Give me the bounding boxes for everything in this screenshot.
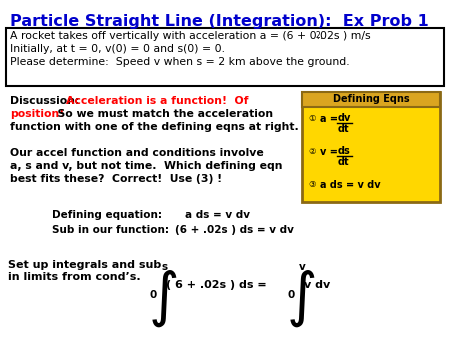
Text: a, s and v, but not time.  Which defining eqn: a, s and v, but not time. Which defining…	[10, 161, 283, 171]
Text: A rocket takes off vertically with acceleration a = (6 + 0.02s ) m/s: A rocket takes off vertically with accel…	[10, 31, 371, 41]
Text: .: .	[320, 31, 324, 41]
Text: function with one of the defining eqns at right.: function with one of the defining eqns a…	[10, 122, 299, 132]
Text: Defining Eqns: Defining Eqns	[333, 95, 410, 104]
FancyBboxPatch shape	[6, 28, 444, 86]
Text: Our accel function and conditions involve: Our accel function and conditions involv…	[10, 148, 264, 158]
Text: ③: ③	[308, 180, 315, 189]
Text: Acceleration is a function!  Of: Acceleration is a function! Of	[66, 96, 248, 106]
Text: $\int$: $\int$	[148, 268, 177, 329]
Text: Discussion:: Discussion:	[10, 96, 87, 106]
Text: a =: a =	[320, 114, 342, 124]
Text: s: s	[161, 262, 167, 272]
Text: 2: 2	[316, 31, 321, 40]
FancyBboxPatch shape	[302, 92, 440, 107]
Text: Particle Straight Line (Integration):  Ex Prob 1: Particle Straight Line (Integration): Ex…	[10, 14, 429, 29]
Text: dt: dt	[338, 124, 350, 134]
FancyBboxPatch shape	[302, 92, 440, 202]
Text: 0: 0	[287, 290, 294, 300]
Text: dt: dt	[338, 157, 350, 167]
Text: Set up integrals and sub
in limits from cond’s.: Set up integrals and sub in limits from …	[8, 260, 161, 282]
Text: Defining equation:: Defining equation:	[52, 210, 162, 220]
Text: 0: 0	[149, 290, 156, 300]
Text: v dv: v dv	[304, 280, 330, 290]
Text: dv: dv	[338, 113, 351, 123]
Text: ①: ①	[308, 114, 315, 123]
Text: ds: ds	[338, 146, 351, 156]
Text: position!: position!	[10, 109, 64, 119]
Text: best fits these?  Correct!  Use (3) !: best fits these? Correct! Use (3) !	[10, 174, 222, 184]
Text: (6 + .02s ) ds = v dv: (6 + .02s ) ds = v dv	[175, 225, 294, 235]
Text: a ds = v dv: a ds = v dv	[185, 210, 250, 220]
Text: Please determine:  Speed v when s = 2 km above the ground.: Please determine: Speed v when s = 2 km …	[10, 57, 350, 67]
Text: a ds = v dv: a ds = v dv	[320, 180, 381, 190]
Text: $\int$: $\int$	[286, 268, 315, 329]
Text: Initially, at t = 0, v(0) = 0 and s(0) = 0.: Initially, at t = 0, v(0) = 0 and s(0) =…	[10, 44, 225, 54]
Text: ( 6 + .02s ) ds =: ( 6 + .02s ) ds =	[166, 280, 266, 290]
Text: Sub in our function:: Sub in our function:	[52, 225, 169, 235]
Text: So we must match the acceleration: So we must match the acceleration	[50, 109, 273, 119]
Text: v: v	[299, 262, 306, 272]
Text: ②: ②	[308, 147, 315, 156]
Text: v =: v =	[320, 147, 341, 157]
